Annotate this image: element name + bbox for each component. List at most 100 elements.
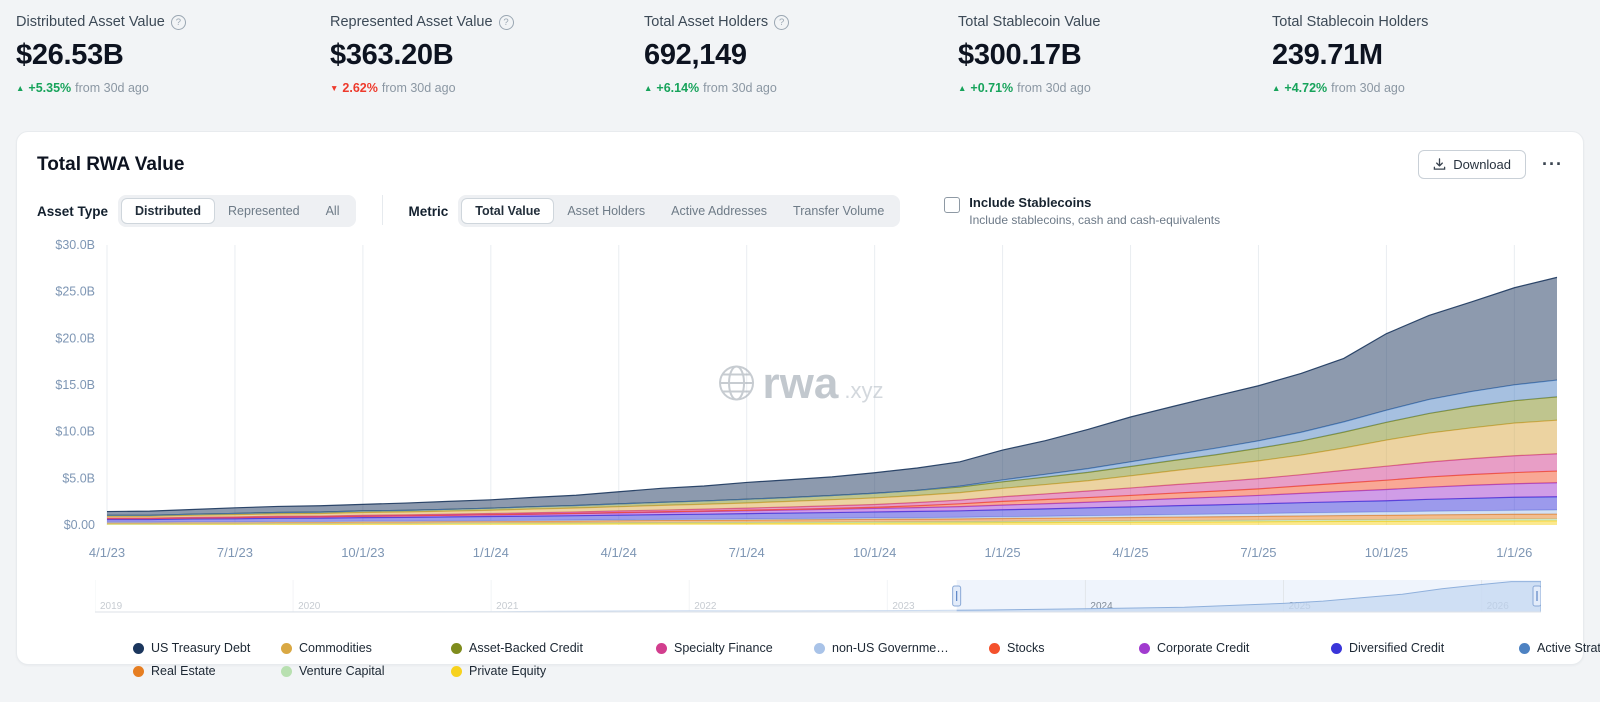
legend-item[interactable]: Diversified Credit (1331, 641, 1519, 655)
legend-item[interactable]: non-US Governme… (814, 641, 989, 655)
legend-item[interactable]: US Treasury Debt (133, 641, 281, 655)
legend-item[interactable]: Private Equity (451, 664, 656, 678)
stat-label: Total Stablecoin Holders (1272, 14, 1429, 30)
svg-text:10/1/23: 10/1/23 (341, 545, 384, 560)
stat-value: 692,149 (644, 39, 747, 71)
legend-label: Diversified Credit (1349, 641, 1445, 655)
asset-type-option-represented[interactable]: Represented (215, 198, 313, 224)
stat-value: $26.53B (16, 39, 124, 71)
svg-text:1/1/26: 1/1/26 (1496, 545, 1532, 560)
svg-text:4/1/25: 4/1/25 (1112, 545, 1148, 560)
minimap-brush-handle[interactable] (952, 585, 962, 607)
svg-text:1/1/25: 1/1/25 (985, 545, 1021, 560)
trend-arrow-icon: ▼ (330, 83, 339, 93)
legend-swatch (281, 665, 292, 677)
main-chart[interactable]: $0.00 $5.0B $10.0B $15.0B $20.0B $25.0B $30.0B… (37, 235, 1563, 572)
legend-label: Asset-Backed Credit (469, 641, 583, 655)
trend-arrow-icon: ▲ (16, 83, 25, 93)
checkbox-sublabel: Include stablecoins, cash and cash-equiv… (969, 213, 1221, 227)
download-icon (1433, 158, 1446, 170)
stat-value: $300.17B (958, 39, 1082, 71)
legend-item[interactable]: Real Estate (133, 664, 281, 678)
legend-item[interactable]: Venture Capital (281, 664, 451, 678)
stat-card-distributed: Distributed Asset Value ? $26.53B ▲ +5.3… (16, 14, 330, 95)
legend-label: Corporate Credit (1157, 641, 1250, 655)
legend-swatch (989, 642, 1000, 654)
asset-type-label: Asset Type (37, 203, 109, 219)
help-icon[interactable]: ? (774, 14, 790, 30)
legend-label: non-US Governme… (832, 641, 949, 655)
minimap-brush-handle[interactable] (1532, 585, 1542, 607)
legend-item[interactable]: Asset-Backed Credit (451, 641, 656, 655)
stat-label: Represented Asset Value (330, 14, 493, 30)
metric-label: Metric (408, 203, 449, 219)
svg-text:$0.00: $0.00 (64, 518, 95, 532)
help-icon[interactable]: ? (170, 14, 186, 30)
legend-swatch (1519, 642, 1530, 654)
svg-text:10/1/25: 10/1/25 (1365, 545, 1408, 560)
legend-item[interactable]: Commodities (281, 641, 451, 655)
svg-text:7/1/25: 7/1/25 (1240, 545, 1276, 560)
legend-label: Private Equity (469, 664, 547, 678)
download-button[interactable]: Download (1418, 150, 1527, 179)
stat-card-asset-holders: Total Asset Holders ? 692,149 ▲ +6.14% f… (644, 14, 958, 95)
legend-swatch (281, 642, 292, 654)
legend-label: Stocks (1007, 641, 1045, 655)
stat-value: $363.20B (330, 39, 454, 71)
trend-arrow-icon: ▲ (1272, 83, 1281, 93)
metric-option-total-value[interactable]: Total Value (461, 198, 555, 224)
stat-change: ▼ 2.62% from 30d ago (330, 81, 456, 95)
legend-swatch (1139, 642, 1150, 654)
stat-card-stablecoin-value: Total Stablecoin Value ? $300.17B ▲ +0.7… (958, 14, 1272, 95)
legend-label: Specialty Finance (674, 641, 773, 655)
stat-label: Total Stablecoin Value (958, 14, 1101, 30)
legend-swatch (133, 665, 144, 677)
legend-swatch (1331, 642, 1342, 654)
trend-arrow-icon: ▲ (644, 83, 653, 93)
stat-change: ▲ +0.71% from 30d ago (958, 81, 1091, 95)
legend-label: Venture Capital (299, 664, 385, 678)
svg-text:4/1/24: 4/1/24 (601, 545, 637, 560)
legend-item[interactable]: Stocks (989, 641, 1139, 655)
help-icon[interactable]: ? (498, 14, 514, 30)
legend-swatch (451, 665, 462, 677)
stat-card-represented: Represented Asset Value ? $363.20B ▼ 2.6… (330, 14, 644, 95)
include-stablecoins-checkbox[interactable] (944, 197, 961, 213)
svg-text:$25.0B: $25.0B (55, 285, 95, 299)
stat-label: Distributed Asset Value (16, 14, 165, 30)
svg-text:4/1/23: 4/1/23 (89, 545, 125, 560)
metric-option-asset-holders[interactable]: Asset Holders (554, 198, 658, 224)
stat-change: ▲ +4.72% from 30d ago (1272, 81, 1405, 95)
metric-segment: Total Value Asset Holders Active Addresses… (458, 195, 901, 227)
include-stablecoins-control: Include Stablecoins Include stablecoins,… (944, 195, 1220, 227)
svg-text:10/1/24: 10/1/24 (853, 545, 896, 560)
svg-text:$20.0B: $20.0B (55, 331, 95, 345)
svg-text:2024: 2024 (1090, 601, 1113, 612)
svg-text:1/1/24: 1/1/24 (473, 545, 509, 560)
legend-item[interactable]: Corporate Credit (1139, 641, 1331, 655)
divider (381, 195, 383, 225)
legend-swatch (656, 642, 667, 654)
svg-text:7/1/24: 7/1/24 (729, 545, 765, 560)
stat-change: ▲ +5.35% from 30d ago (16, 81, 149, 95)
svg-text:7/1/23: 7/1/23 (217, 545, 253, 560)
timeline-minimap[interactable]: 20192020202120222023202420252026 (94, 578, 1563, 627)
checkbox-label: Include Stablecoins (969, 195, 1092, 210)
stats-bar: Distributed Asset Value ? $26.53B ▲ +5.3… (0, 0, 1600, 95)
chart-legend: US Treasury Debt Commodities Asset-Backed … (133, 641, 1600, 678)
legend-label: Active Strategies (1537, 641, 1600, 655)
asset-type-option-all[interactable]: All (313, 198, 353, 224)
stat-card-stablecoin-holders: Total Stablecoin Holders ? 239.71M ▲ +4.… (1272, 14, 1586, 95)
metric-option-active-addresses[interactable]: Active Addresses (658, 198, 780, 224)
more-options-button[interactable]: ··· (1542, 154, 1563, 174)
asset-type-option-distributed[interactable]: Distributed (121, 198, 216, 224)
legend-label: Commodities (299, 641, 372, 655)
legend-item[interactable]: Specialty Finance (656, 641, 814, 655)
svg-text:$30.0B: $30.0B (55, 238, 95, 252)
stat-change: ▲ +6.14% from 30d ago (644, 81, 777, 95)
trend-arrow-icon: ▲ (958, 83, 967, 93)
legend-item[interactable]: Active Strategies (1519, 641, 1600, 655)
panel-title: Total RWA Value (37, 153, 185, 175)
svg-text:$5.0B: $5.0B (62, 471, 95, 485)
metric-option-transfer-volume[interactable]: Transfer Volume (780, 198, 897, 224)
